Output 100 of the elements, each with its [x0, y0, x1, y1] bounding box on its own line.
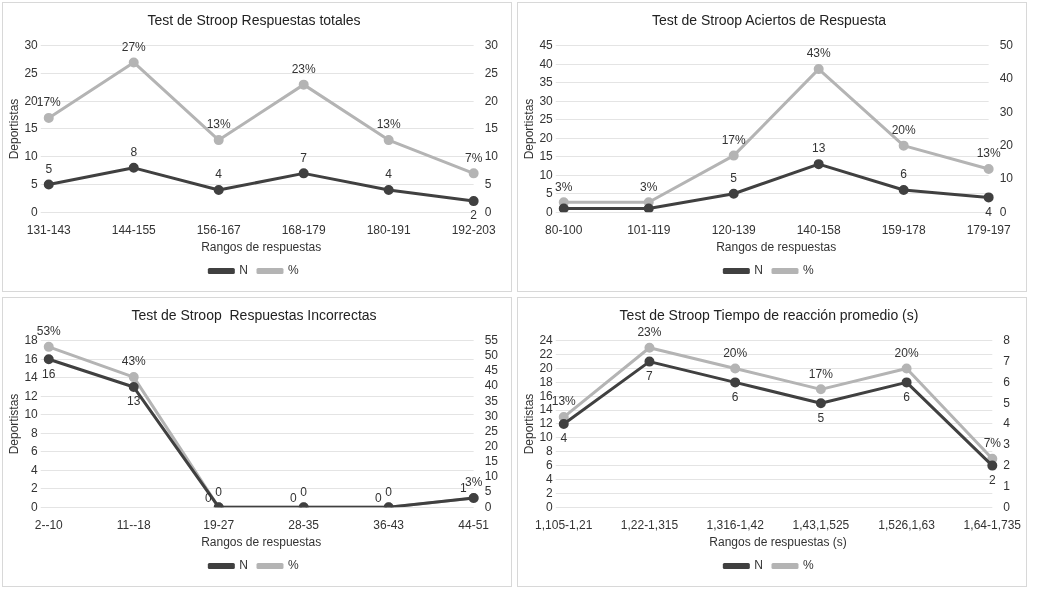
data-label: 13%	[976, 146, 1001, 161]
data-label: 20%	[723, 345, 748, 360]
y-axis-title: Deportistas	[521, 98, 536, 160]
y-tick-label: 25	[539, 112, 554, 127]
legend-label: N	[239, 558, 248, 573]
y2-tick-label: 2	[1003, 457, 1011, 472]
y2-tick-label: 6	[1003, 374, 1011, 389]
x-axis-title: Rangos de respuestas	[201, 535, 322, 550]
y-tick-label: 10	[539, 430, 554, 445]
y-tick-label: 22	[539, 346, 554, 361]
y-tick-label: 24	[539, 333, 554, 348]
y-tick-label: 20	[539, 130, 554, 145]
x-tick-label: 1,105-1,21	[535, 517, 593, 532]
y2-tick-label: 40	[999, 71, 1014, 86]
legend-label: %	[288, 263, 299, 278]
x-tick-label: 156-167	[196, 222, 242, 237]
x-tick-label: 140-158	[796, 222, 842, 237]
data-label: 23%	[637, 325, 662, 340]
data-label: 7	[300, 150, 308, 165]
x-axis-title: Rangos de respuestas (s)	[709, 535, 847, 550]
y2-tick-label: 8	[1003, 333, 1011, 348]
y2-tick-label: 10	[484, 149, 499, 164]
data-label: 0	[300, 484, 308, 499]
y-tick-label: 4	[546, 471, 554, 486]
y2-tick-label: 15	[484, 454, 499, 469]
x-tick-label: 179-197	[966, 222, 1011, 237]
y-tick-label: 4	[31, 462, 39, 477]
x-tick-label: 28-35	[288, 517, 320, 532]
data-label: 5	[730, 171, 738, 186]
y2-tick-label: 3	[1003, 437, 1011, 452]
x-tick-label: 44-51	[458, 517, 490, 532]
x-tick-label: 144-155	[111, 222, 157, 237]
data-label: 5	[45, 161, 53, 176]
data-label: 7	[646, 368, 654, 383]
data-label: 8	[130, 145, 138, 160]
y-tick-label: 14	[539, 402, 554, 417]
legend-label: N	[754, 558, 763, 573]
y-tick-label: 35	[539, 75, 554, 90]
y2-tick-label: 30	[999, 104, 1014, 119]
data-label: 6	[903, 389, 911, 404]
y2-tick-label: 25	[484, 423, 499, 438]
x-tick-label: 180-191	[366, 222, 412, 237]
data-label: 2	[470, 208, 478, 223]
data-label: 0	[385, 484, 393, 499]
x-tick-label: 11--18	[116, 517, 151, 532]
x-tick-label: 168-179	[281, 222, 327, 237]
data-label: 2	[988, 472, 996, 487]
legend-label: N	[239, 263, 248, 278]
y-tick-label: 10	[24, 149, 39, 164]
data-label: 7%	[983, 435, 1002, 450]
data-label: 0	[215, 484, 223, 499]
y2-tick-label: 40	[484, 378, 499, 393]
x-tick-label: 2--10	[34, 517, 64, 532]
y2-tick-label: 0	[999, 204, 1007, 219]
y-tick-label: 5	[546, 186, 554, 201]
y-tick-label: 20	[539, 360, 554, 375]
data-label: 13	[127, 394, 141, 409]
y-tick-label: 8	[546, 444, 554, 459]
x-tick-label: 1,64-1,735	[963, 517, 1022, 532]
x-tick-label: 19-27	[203, 517, 235, 532]
y-tick-label: 0	[31, 204, 39, 219]
data-label: 3%	[555, 179, 573, 194]
y-tick-label: 5	[31, 176, 39, 191]
y2-tick-label: 5	[484, 176, 492, 191]
data-label: 23%	[291, 61, 317, 76]
y2-tick-label: 45	[484, 363, 499, 378]
y2-tick-label: 4	[1003, 416, 1011, 431]
data-label: 16	[42, 366, 56, 381]
y2-tick-label: 0	[484, 204, 492, 219]
y-tick-label: 15	[24, 121, 39, 136]
y-axis-title: Deportistas	[6, 98, 21, 160]
y2-tick-label: 0	[1003, 499, 1011, 514]
y2-tick-label: 20	[999, 137, 1014, 152]
chart-title: Test de Stroop Tiempo de reacción promedio (s)	[619, 307, 919, 324]
legend-label: N	[754, 263, 763, 278]
y-tick-label: 6	[546, 457, 554, 472]
x-tick-label: 192-203	[451, 222, 496, 237]
data-label: 17%	[36, 95, 62, 110]
y2-tick-label: 50	[484, 348, 499, 363]
y2-tick-label: 10	[484, 469, 499, 484]
x-tick-label: 1,22-1,315	[620, 517, 679, 532]
y2-tick-label: 20	[484, 93, 499, 108]
y-tick-label: 8	[31, 425, 39, 440]
y-tick-label: 2	[31, 481, 39, 496]
x-tick-label: 80-100	[545, 222, 583, 237]
data-label: 17%	[808, 366, 834, 381]
y-tick-label: 15	[539, 149, 554, 164]
y-tick-label: 12	[539, 416, 554, 431]
y2-tick-label: 5	[484, 484, 492, 499]
data-label: 5	[817, 410, 825, 425]
data-label: 43%	[806, 46, 832, 61]
data-label: 13%	[376, 117, 401, 132]
x-tick-label: 101-119	[627, 222, 671, 237]
data-label: 17%	[721, 132, 747, 147]
y2-tick-label: 25	[484, 65, 499, 80]
data-label: 53%	[36, 324, 62, 339]
x-tick-label: 1,526,1,63	[878, 517, 936, 532]
data-label: 1	[459, 481, 467, 496]
y2-tick-label: 5	[1003, 395, 1011, 410]
chart-title: Test de Stroop Respuestas totales	[147, 12, 361, 29]
